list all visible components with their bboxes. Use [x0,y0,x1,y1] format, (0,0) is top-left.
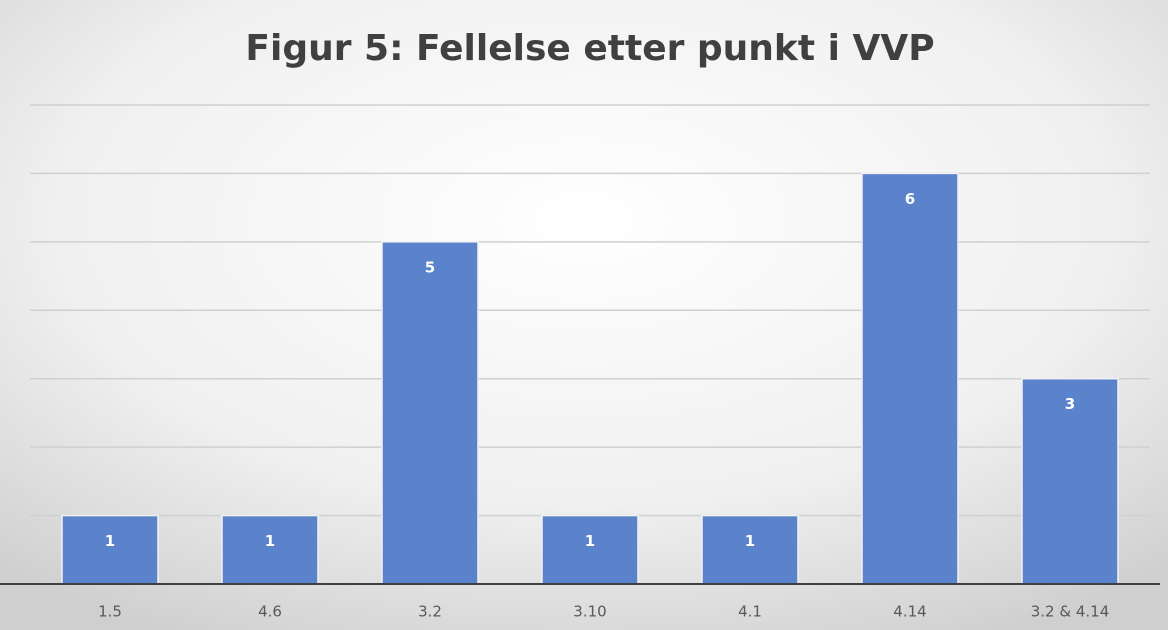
data-label: 5 [425,258,435,276]
data-label: 3 [1065,395,1075,413]
x-tick-label: 3.2 [418,603,442,621]
bar [701,514,799,585]
x-tick-label: 1.5 [98,603,122,621]
data-label: 6 [905,190,915,208]
bar [381,241,479,585]
data-label: 1 [745,532,755,550]
bar [541,514,639,585]
x-tick-label: 4.14 [893,603,926,621]
x-tick-label: 4.6 [258,603,282,621]
bar [1021,377,1119,585]
chart-title: Figur 5: Fellelse etter punkt i VVP [245,28,934,69]
x-tick-label: 3.2 & 4.14 [1031,603,1110,621]
x-tick-label: 3.10 [573,603,606,621]
x-tick-label: 4.1 [738,603,762,621]
bar [861,172,959,585]
data-label: 1 [585,532,595,550]
data-label: 1 [105,532,115,550]
bar [61,514,159,585]
bar [221,514,319,585]
data-label: 1 [265,532,275,550]
